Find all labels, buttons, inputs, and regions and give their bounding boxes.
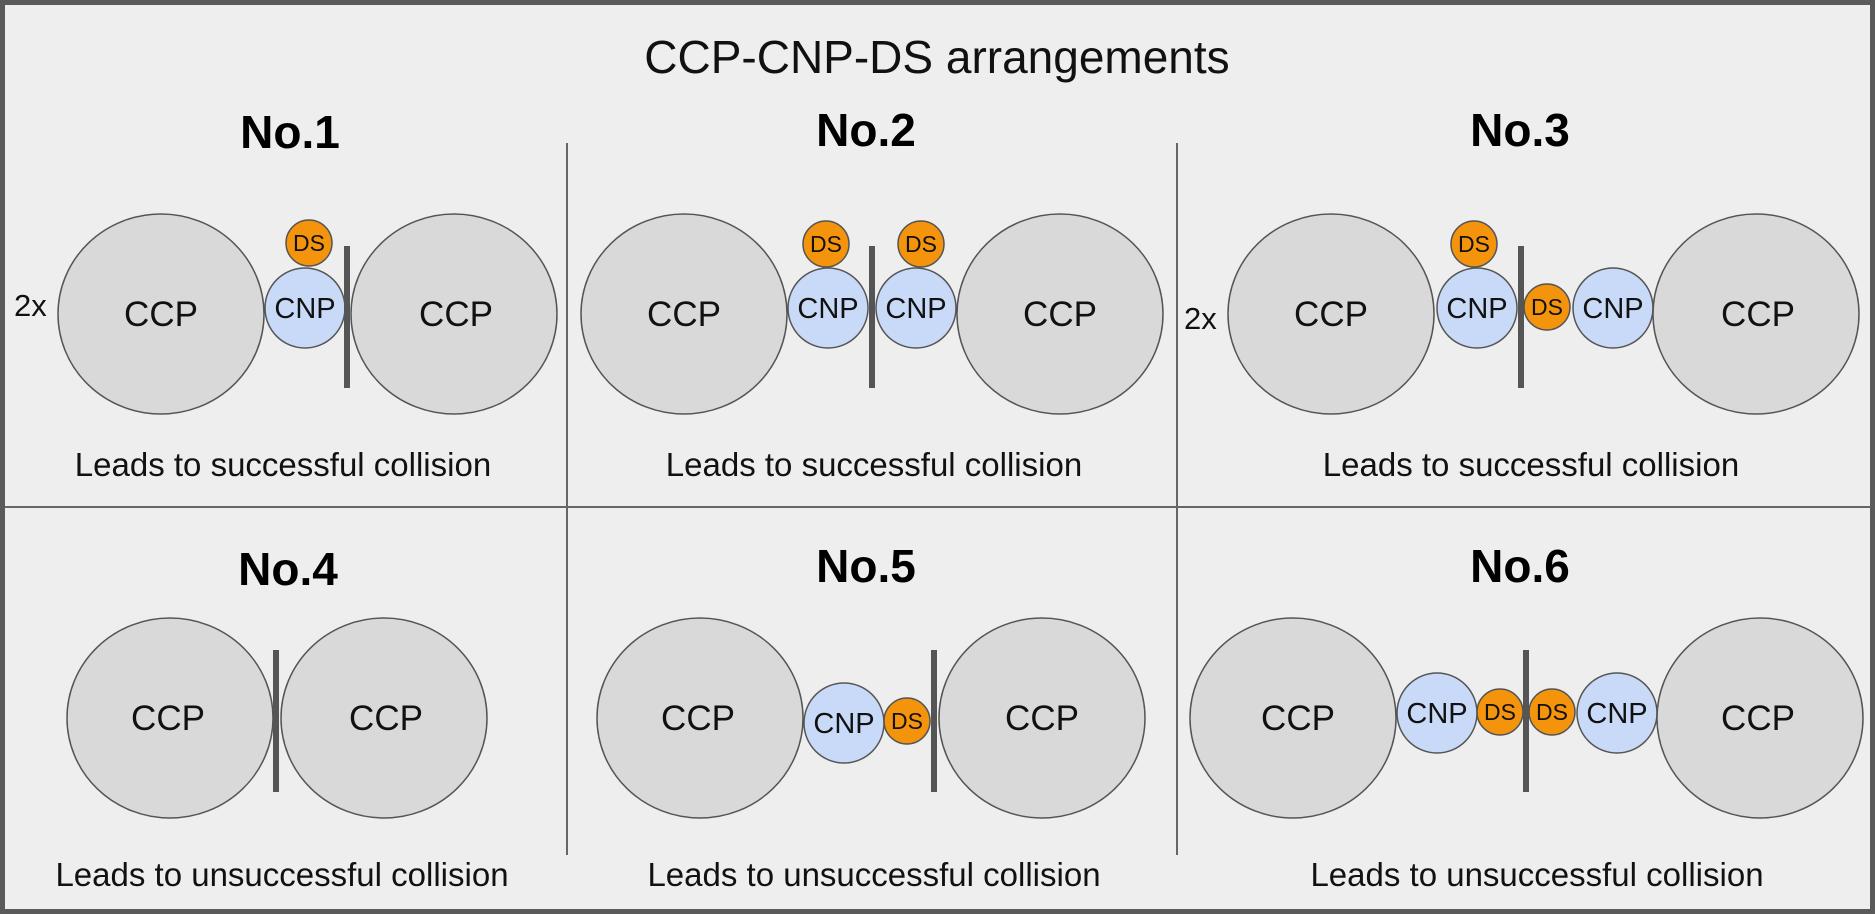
cnp-label: CNP [1446, 293, 1507, 325]
ccp-sphere [956, 213, 1164, 415]
ds-sphere [285, 219, 333, 267]
panel-caption: Leads to successful collision [666, 446, 1082, 483]
panel-no6: No.6 CCP CNP DS DS CNP CCP Leads to unsu… [1189, 540, 1864, 893]
cnp-label: CNP [813, 708, 874, 740]
panel-heading: No.4 [238, 543, 338, 595]
ds-label: DS [891, 708, 923, 734]
panel-caption: Leads to unsuccessful collision [647, 856, 1100, 893]
ccp-sphere [57, 213, 265, 415]
panel-no4: No.4 CCP CCP Leads to unsuccessful colli… [55, 543, 508, 893]
panel-no5: No.5 CCP CNP DS CCP Leads to unsuccessfu… [596, 540, 1146, 893]
panel-caption: Leads to unsuccessful collision [1310, 856, 1763, 893]
cnp-label: CNP [797, 293, 858, 325]
ccp-label: CCP [131, 699, 205, 738]
ccp-sphere [280, 617, 488, 819]
multiplier-label: 2x [1184, 301, 1217, 336]
panel-caption: Leads to successful collision [75, 446, 491, 483]
cnp-label: CNP [274, 293, 335, 325]
ccp-sphere [580, 213, 788, 415]
ds-label: DS [1484, 699, 1516, 725]
ccp-sphere [1227, 213, 1435, 415]
ds-label: DS [293, 230, 325, 256]
panel-caption: Leads to successful collision [1323, 446, 1739, 483]
ds-sphere [883, 697, 931, 745]
panel-heading: No.2 [816, 104, 916, 156]
cnp-label: CNP [1582, 293, 1643, 325]
panel-no2: No.2 CCP CNP DS CNP DS CCP Leads to succ… [580, 104, 1164, 483]
ds-sphere [1450, 220, 1498, 268]
ds-sphere [1523, 283, 1571, 331]
ccp-label: CCP [1005, 699, 1079, 738]
panel-heading: No.3 [1470, 104, 1570, 156]
ccp-label: CCP [1721, 699, 1795, 738]
ds-sphere [897, 220, 945, 268]
ccp-label: CCP [349, 699, 423, 738]
ccp-sphere [596, 617, 804, 819]
ccp-label: CCP [1721, 295, 1795, 334]
ccp-label: CCP [1294, 295, 1368, 334]
ccp-label: CCP [647, 295, 721, 334]
ccp-sphere [938, 617, 1146, 819]
ds-label: DS [810, 231, 842, 257]
ds-label: DS [905, 231, 937, 257]
panel-heading: No.6 [1470, 540, 1570, 592]
multiplier-label: 2x [14, 288, 47, 323]
ccp-sphere [1652, 213, 1860, 415]
ccp-sphere [1189, 617, 1397, 819]
ccp-label: CCP [661, 699, 735, 738]
cnp-label: CNP [1406, 698, 1467, 730]
ds-label: DS [1536, 699, 1568, 725]
ds-sphere [1528, 688, 1576, 736]
ccp-label: CCP [1023, 295, 1097, 334]
panel-heading: No.5 [816, 540, 916, 592]
panel-heading: No.1 [240, 106, 340, 158]
cnp-sphere [787, 267, 869, 349]
panel-caption: Leads to unsuccessful collision [55, 856, 508, 893]
cnp-sphere [875, 267, 957, 349]
ccp-sphere [350, 213, 558, 415]
ds-label: DS [1531, 294, 1563, 320]
ccp-label: CCP [419, 295, 493, 334]
ccp-label: CCP [124, 295, 198, 334]
panel-no1: No.1 2x CCP CNP DS CCP Leads to successf… [14, 106, 558, 483]
ccp-label: CCP [1261, 699, 1335, 738]
panel-no3: No.3 2x CCP CNP DS DS CNP CCP Leads to s… [1184, 104, 1860, 483]
cnp-label: CNP [1586, 698, 1647, 730]
cnp-sphere [1436, 267, 1518, 349]
ccp-sphere [1656, 617, 1864, 819]
ds-sphere [802, 220, 850, 268]
cnp-label: CNP [885, 293, 946, 325]
diagram-title: CCP-CNP-DS arrangements [644, 31, 1229, 83]
ds-label: DS [1458, 231, 1490, 257]
